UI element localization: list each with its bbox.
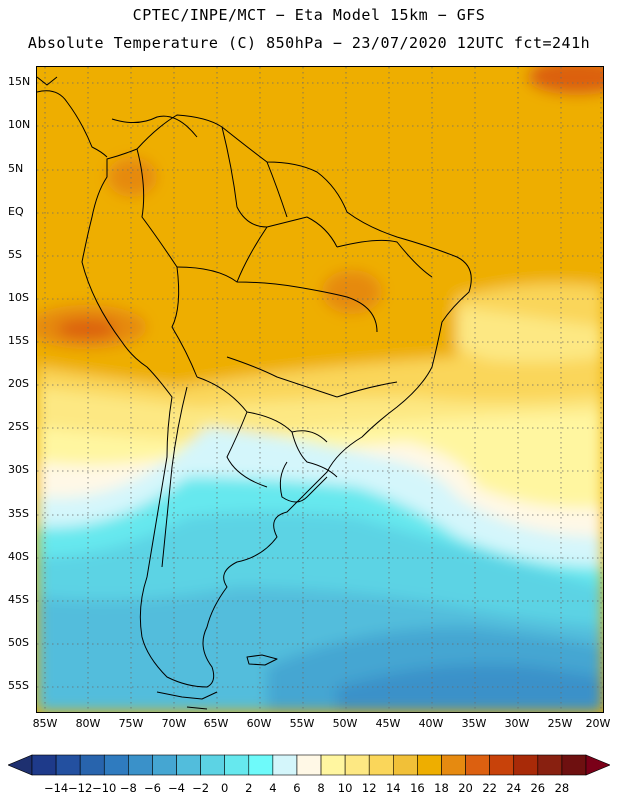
lon-label: 75W: [118, 717, 144, 730]
lon-label: 85W: [32, 717, 58, 730]
lat-label: 10S: [8, 291, 29, 304]
colorbar-tick-label: −2: [192, 781, 210, 795]
lon-label: 20W: [585, 717, 611, 730]
colorbar-tick-label: 8: [317, 781, 325, 795]
colorbar-swatch: [368, 754, 394, 776]
colorbar-swatch: [272, 754, 298, 776]
colorbar-tick-label: 18: [434, 781, 449, 795]
colorbar-tick-label: 20: [458, 781, 473, 795]
colorbar-swatch: [103, 754, 129, 776]
colorbar-tick-label: 12: [361, 781, 377, 795]
colorbar-tick-label: 0: [221, 781, 229, 795]
lon-label: 45W: [375, 717, 401, 730]
lon-label: 70W: [161, 717, 187, 730]
colorbar-swatch: [441, 754, 466, 776]
lon-label: 25W: [547, 717, 573, 730]
lon-label: 40W: [418, 717, 444, 730]
lon-label: 30W: [504, 717, 530, 730]
lon-label: 80W: [75, 717, 101, 730]
chart-title: CPTEC/INPE/MCT − Eta Model 15km − GFS: [132, 6, 486, 24]
colorbar-tick-label: −8: [119, 781, 137, 795]
lat-label: 40S: [8, 550, 29, 563]
colorbar-swatch: [393, 754, 418, 776]
colorbar-swatch: [320, 754, 346, 776]
colorbar-swatch: [128, 754, 153, 776]
colorbar-tick-label: 14: [385, 781, 401, 795]
lat-label: 45S: [8, 593, 29, 606]
colorbar-swatch: [248, 754, 274, 776]
coastlines: [37, 76, 472, 710]
chart-subtitle: Absolute Temperature (C) 850hPa − 23/07/…: [27, 34, 591, 52]
lon-label: 55W: [289, 717, 315, 730]
colorbar-tick-label: 16: [410, 781, 425, 795]
lat-label: 5N: [8, 162, 24, 175]
map-canvas: [37, 67, 603, 712]
lat-label: 20S: [8, 377, 29, 390]
lat-label: 15N: [8, 75, 31, 88]
colorbar-right-arrow: [585, 754, 610, 776]
lat-label: 35S: [8, 507, 29, 520]
colorbar-tick-label: 28: [554, 781, 570, 795]
lat-label: 55S: [8, 679, 29, 692]
colorbar-swatch: [176, 754, 201, 776]
colorbar-tick-label: −4: [168, 781, 185, 795]
colorbar-swatch: [55, 754, 81, 776]
colorbar: [8, 754, 610, 776]
colorbar-swatch: [561, 754, 587, 776]
colorbar-tick-label: 2: [245, 781, 253, 795]
colorbar-tick-label: −14: [43, 781, 69, 795]
colorbar-tick-label: −10: [92, 781, 117, 795]
colorbar-tick-label: 10: [337, 781, 353, 795]
colorbar-swatch: [537, 754, 563, 776]
colorbar-tick-label: 4: [269, 781, 277, 795]
colorbar-tick-label: −6: [143, 781, 161, 795]
colorbar-swatch: [465, 754, 490, 776]
lon-label: 65W: [203, 717, 229, 730]
colorbar-swatch: [200, 754, 225, 776]
lat-label: 10N: [8, 118, 31, 131]
lat-label: 25S: [8, 420, 29, 433]
colorbar-tick-label: −12: [68, 781, 93, 795]
lat-label: 30S: [8, 463, 29, 476]
colorbar-swatch: [489, 754, 515, 776]
colorbar-tick-label: 6: [293, 781, 301, 795]
colorbar-tick-label: 24: [506, 781, 522, 795]
colorbar-swatch: [224, 754, 250, 776]
colorbar-swatch: [417, 754, 442, 776]
lat-label: 15S: [8, 334, 29, 347]
colorbar-swatch: [79, 754, 105, 776]
lat-label: 50S: [8, 636, 29, 649]
colorbar-swatch: [296, 754, 322, 776]
colorbar-swatch: [31, 754, 57, 776]
temperature-map: [36, 66, 604, 713]
colorbar-tick-label: 26: [530, 781, 546, 795]
lon-label: 60W: [246, 717, 272, 730]
lat-label: 5S: [8, 248, 22, 261]
colorbar-tick-label: 22: [482, 781, 497, 795]
lon-label: 35W: [461, 717, 487, 730]
lat-label: EQ: [8, 205, 24, 218]
colorbar-swatch: [513, 754, 539, 776]
colorbar-swatch: [344, 754, 370, 776]
temperature-field: [37, 67, 603, 712]
lon-label: 50W: [332, 717, 358, 730]
colorbar-swatch: [152, 754, 177, 776]
colorbar-left-arrow: [8, 754, 33, 776]
